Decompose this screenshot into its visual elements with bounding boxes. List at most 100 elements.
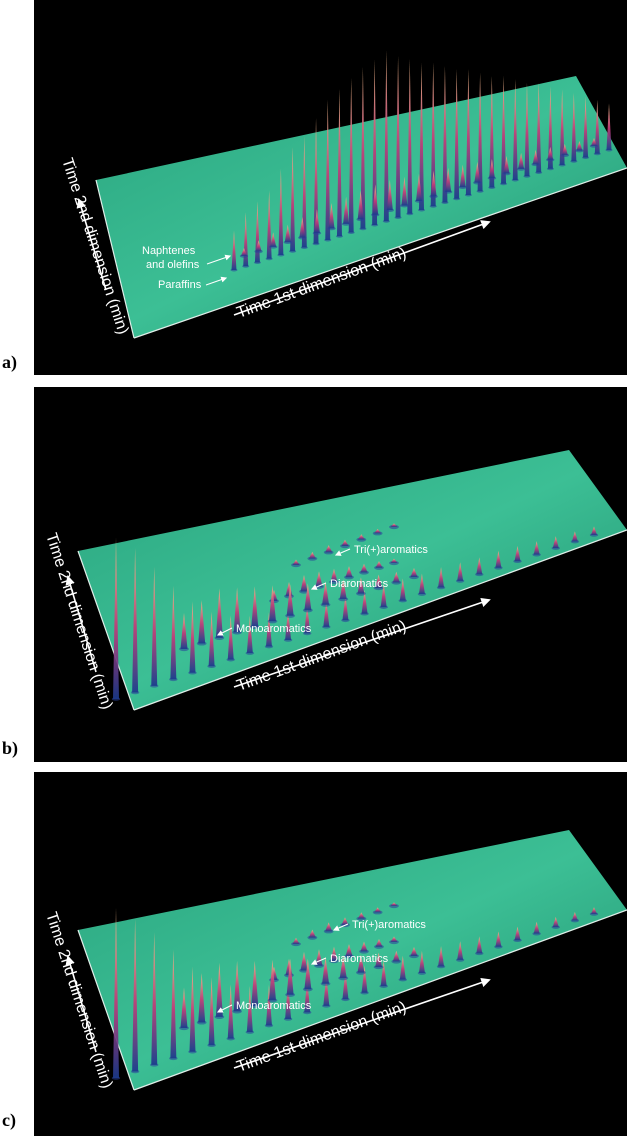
paraffin-peak	[151, 566, 158, 686]
paraffin-peak	[113, 537, 119, 699]
paraffin-peak	[266, 190, 272, 259]
panel-label-b: b)	[2, 738, 19, 758]
annotation-arrow-tri	[332, 923, 349, 931]
tri-aromatic-peak	[308, 929, 316, 938]
paraffin-peak	[342, 594, 349, 621]
tri-aromatic-peak	[357, 912, 365, 919]
paraffin-peak	[571, 912, 578, 921]
tri-aromatic-peak	[341, 539, 349, 546]
paraffin-peak	[495, 931, 502, 947]
mono-aromatic-peak	[339, 955, 347, 979]
aromatic-peaks	[179, 523, 419, 652]
paraffin-peak	[285, 609, 292, 640]
di-aromatic-peak	[315, 571, 323, 587]
paraffin-peak	[438, 567, 445, 588]
mono-aromatic-peak	[198, 972, 206, 1023]
y-axis-arrow	[76, 198, 107, 291]
chart-panel-b: Time 1st dimension (min) Time 2nd dimens…	[34, 387, 627, 762]
annotation-arrow-mono	[216, 1004, 233, 1013]
plane-edge-front	[133, 167, 627, 339]
paraffin-peak	[189, 601, 196, 673]
di-aromatic-peak	[375, 939, 383, 947]
mono-aromatic-peak	[322, 581, 330, 605]
naphthene-peak	[357, 190, 364, 220]
plane-edge-left	[77, 550, 135, 711]
annotation-arrow-di	[310, 957, 327, 965]
paraffin-peak	[246, 615, 253, 654]
mono-aromatic-peak	[268, 959, 276, 1001]
paraffin-peak	[361, 589, 368, 614]
paraffin-peak	[454, 69, 460, 199]
naphthene-peak	[313, 209, 320, 234]
paraffin-peak	[246, 986, 253, 1033]
chart-c-svg: Time 1st dimension (min) Time 2nd dimens…	[42, 830, 627, 1091]
paraffin-peak	[552, 916, 559, 928]
mono-aromatic-peak	[304, 583, 312, 611]
naphthene-peaks	[239, 138, 599, 258]
tri-aromatic-peak	[374, 907, 382, 913]
annotation-and-olefins: and olefins	[146, 259, 200, 271]
paraffin-peak	[477, 72, 483, 192]
paraffin-peak	[301, 135, 307, 248]
naphthene-peak	[241, 248, 247, 256]
annotation-tri-aromatics: Tri(+)aromatics	[354, 544, 428, 556]
paraffin-peak	[151, 932, 158, 1065]
tri-aromatic-peak	[390, 523, 398, 527]
naphthene-peak	[270, 232, 277, 247]
di-aromatic-peak	[360, 941, 368, 952]
di-aromatic-peak	[330, 946, 338, 961]
mono-aromatic-peak	[286, 958, 294, 995]
tri-aromatic-peak	[374, 528, 382, 534]
paraffin-peak	[323, 599, 330, 627]
paraffin-peak	[372, 59, 378, 226]
naphthene-peak	[518, 152, 525, 169]
paraffin-peak	[304, 978, 311, 1013]
paraffin-peak	[383, 50, 389, 222]
mono-aromatic-peak	[215, 588, 223, 638]
naphthene-peak	[561, 143, 568, 156]
mono-aromatic-peak	[357, 577, 365, 594]
paraffin-peak	[323, 975, 330, 1006]
annotation-diaromatics: Diaromatics	[330, 578, 389, 590]
paraffin-peak	[606, 103, 612, 150]
paraffin-peak	[132, 547, 139, 693]
mono-aromatic-peak	[357, 954, 365, 973]
naphthene-peak	[576, 140, 583, 151]
paraffin-peak	[512, 79, 518, 180]
mono-aromatic-peak	[392, 571, 400, 583]
paraffin-peak	[501, 75, 507, 184]
paraffin-peak	[170, 585, 177, 680]
paraffin-peak	[342, 970, 349, 1000]
paraffin-peak	[407, 58, 413, 214]
annotation-arrow-mono	[216, 627, 233, 636]
plane-edge-front	[133, 909, 627, 1091]
di-aromatic-peak	[390, 936, 398, 942]
paraffin-peak	[438, 946, 445, 967]
annotation-naphtenes: Naphtenes	[142, 245, 196, 257]
paraffin-peaks	[111, 526, 599, 701]
paraffin-peak	[457, 941, 464, 960]
naphthene-peak	[284, 224, 291, 243]
tri-aromatic-peak	[308, 551, 316, 559]
di-aromatic-peak	[360, 563, 368, 573]
paraffin-peak	[514, 545, 521, 562]
mono-aromatic-peak	[233, 587, 241, 633]
paraffin-peak	[571, 531, 578, 542]
di-aromatic-peak	[375, 561, 383, 568]
naphthene-peak	[430, 170, 437, 197]
paraffin-peak	[430, 62, 436, 207]
annotation-arrow-di	[310, 582, 327, 590]
paraffin-peak	[227, 615, 234, 660]
annotation-arrow-naphtenes	[206, 254, 232, 265]
paraffin-peak	[265, 612, 272, 647]
chart-panel-a: Time 1st dimension (min) Time 2nd dimens…	[34, 0, 627, 375]
paraffin-peak	[227, 984, 234, 1039]
mono-aromatic-peak	[180, 613, 188, 649]
di-aromatic-peak	[330, 568, 338, 582]
annotation-monoaromatics: Monoaromatics	[236, 1000, 312, 1012]
y-axis-arrow	[65, 575, 97, 673]
paraffin-peak	[290, 146, 296, 252]
mono-aromatic-peak	[375, 952, 383, 968]
naphthene-peak	[474, 161, 481, 183]
surface-plane	[78, 450, 627, 710]
